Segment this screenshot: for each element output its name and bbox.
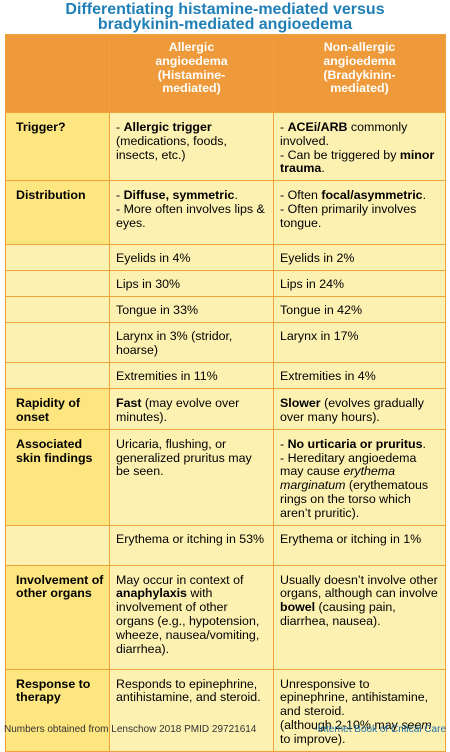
- row-response: Response to therapy Responds to epinephr…: [5, 668, 446, 752]
- cell-erythema-nonallergic: Erythema or itching in 1%: [273, 524, 446, 566]
- cell-larynx-nonallergic: Larynx in 17%: [273, 322, 446, 364]
- cell-trigger-nonallergic: - ACEi/ARB commonly involved. - Can be t…: [273, 111, 446, 182]
- header-row: Allergic angioedema (Histamine- mediated…: [5, 34, 446, 113]
- cell-skin-allergic: Uricaria, flushing, or generalized pruri…: [109, 428, 274, 526]
- row-label-empty: [5, 322, 110, 364]
- page-title: Differentiating histamine-mediated versu…: [0, 1, 450, 33]
- cell-eyelids-nonallergic: Eyelids in 2%: [273, 244, 446, 272]
- row-erythema: Erythema or itching in 53% Erythema or i…: [5, 524, 446, 566]
- row-label-empty: [5, 244, 110, 272]
- row-label-empty: [5, 524, 110, 566]
- cell-distribution-allergic: - Diffuse, symmetric. - More often invol…: [109, 180, 274, 246]
- cell-larynx-allergic: Larynx in 3% (stridor, hoarse): [109, 322, 274, 364]
- footer-source: Numbers obtained from Lenschow 2018 PMID…: [4, 724, 257, 735]
- header-allergic: Allergic angioedema (Histamine- mediated…: [109, 34, 274, 113]
- cell-lips-nonallergic: Lips in 24%: [273, 270, 446, 298]
- cell-organs-allergic: May occur in context of anaphylaxis with…: [109, 564, 274, 670]
- cell-rapidity-nonallergic: Slower (evolves gradually over many hour…: [273, 388, 446, 430]
- cell-lips-allergic: Lips in 30%: [109, 270, 274, 298]
- row-label-trigger: Trigger?: [5, 111, 110, 182]
- row-label-skin: Associated skin findings: [5, 428, 110, 526]
- cell-response-allergic: Responds to epinephrine, antihistamine, …: [109, 668, 274, 752]
- cell-extremities-allergic: Extremities in 11%: [109, 362, 274, 390]
- row-lips: Lips in 30% Lips in 24%: [5, 270, 446, 298]
- row-label-organs: Involvement of other organs: [5, 564, 110, 670]
- comparison-table: Allergic angioedema (Histamine- mediated…: [5, 34, 446, 752]
- cell-distribution-nonallergic: - Often focal/asymmetric. - Often primar…: [273, 180, 446, 246]
- row-label-response: Response to therapy: [5, 668, 110, 752]
- row-label-distribution: Distribution: [5, 180, 110, 246]
- row-skin: Associated skin findings Uricaria, flush…: [5, 428, 446, 526]
- row-organs: Involvement of other organs May occur in…: [5, 564, 446, 670]
- cell-extremities-nonallergic: Extremities in 4%: [273, 362, 446, 390]
- row-label-empty: [5, 296, 110, 324]
- row-larynx: Larynx in 3% (stridor, hoarse) Larynx in…: [5, 322, 446, 364]
- cell-skin-nonallergic: - No urticaria or pruritus. - Hereditary…: [273, 428, 446, 526]
- cell-trigger-allergic: - Allergic trigger (medications, foods, …: [109, 111, 274, 182]
- cell-erythema-allergic: Erythema or itching in 53%: [109, 524, 274, 566]
- header-corner: [5, 34, 110, 113]
- footer: Numbers obtained from Lenschow 2018 PMID…: [4, 724, 446, 736]
- cell-eyelids-allergic: Eyelids in 4%: [109, 244, 274, 272]
- cell-organs-nonallergic: Usually doesn’t involve other organs, al…: [273, 564, 446, 670]
- footer-credit: -Internet Book of Critical Care: [314, 724, 446, 735]
- title-line-1: Differentiating histamine-mediated versu…: [65, 1, 385, 18]
- row-trigger: Trigger? - Allergic trigger (medications…: [5, 111, 446, 182]
- row-extremities: Extremities in 11% Extremities in 4%: [5, 362, 446, 390]
- cell-response-nonallergic: Unresponsive to epinephrine, antihistami…: [273, 668, 446, 752]
- row-label-rapidity: Rapidity of onset: [5, 388, 110, 430]
- title-line-2: bradykinin-mediated angioedema: [97, 16, 353, 33]
- cell-rapidity-allergic: Fast (may evolve over minutes).: [109, 388, 274, 430]
- row-distribution: Distribution - Diffuse, symmetric. - Mor…: [5, 180, 446, 246]
- row-eyelids: Eyelids in 4% Eyelids in 2%: [5, 244, 446, 272]
- cell-tongue-allergic: Tongue in 33%: [109, 296, 274, 324]
- cell-tongue-nonallergic: Tongue in 42%: [273, 296, 446, 324]
- row-rapidity: Rapidity of onset Fast (may evolve over …: [5, 388, 446, 430]
- row-label-empty: [5, 270, 110, 298]
- row-label-empty: [5, 362, 110, 390]
- header-nonallergic: Non-allergic angioedema (Bradykinin- med…: [273, 34, 446, 113]
- row-tongue: Tongue in 33% Tongue in 42%: [5, 296, 446, 324]
